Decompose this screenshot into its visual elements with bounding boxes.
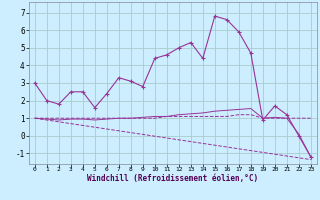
X-axis label: Windchill (Refroidissement éolien,°C): Windchill (Refroidissement éolien,°C) <box>87 174 258 183</box>
